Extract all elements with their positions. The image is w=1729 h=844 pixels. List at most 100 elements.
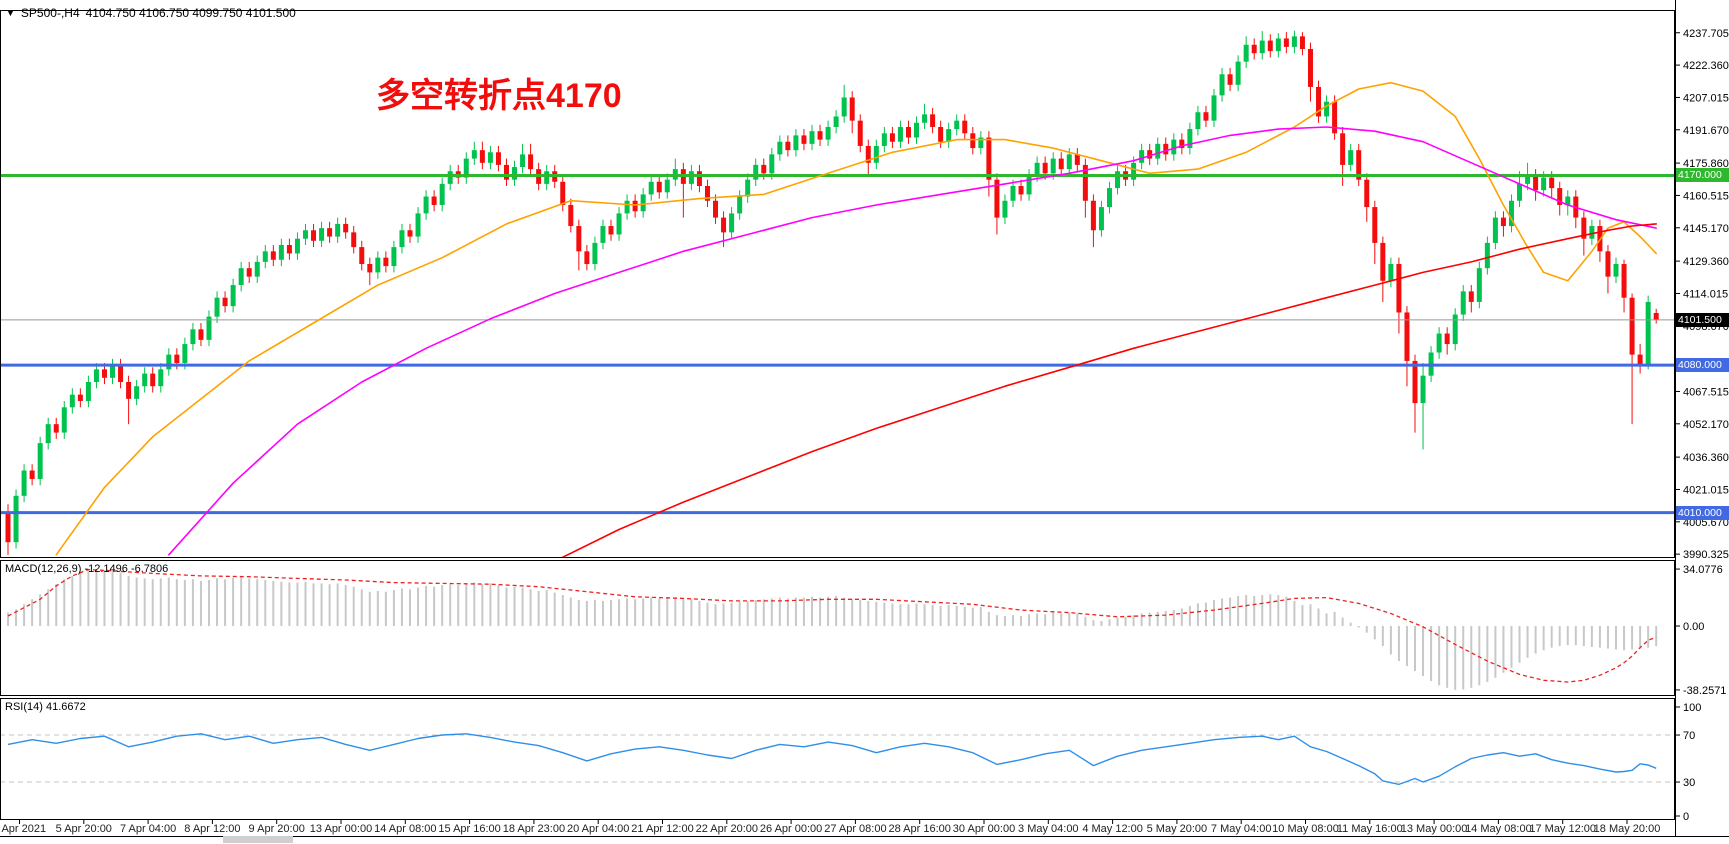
candle-body xyxy=(343,223,349,233)
candle-body xyxy=(471,150,477,159)
candle-body xyxy=(1372,207,1378,243)
candle-body xyxy=(761,164,767,174)
macd-signal-line xyxy=(7,568,1657,683)
candle-body xyxy=(528,154,534,170)
candle-body xyxy=(721,217,727,233)
candle-body xyxy=(101,369,107,378)
candle-body xyxy=(415,213,421,237)
candle-body xyxy=(1155,143,1161,159)
main-pane-border xyxy=(0,10,1675,558)
rsi-tick-label: 0 xyxy=(1683,811,1689,823)
rsi-indicator-label: RSI(14) 41.6672 xyxy=(5,701,86,713)
candle-body xyxy=(351,232,357,248)
candle-body xyxy=(1115,171,1121,189)
candle-body xyxy=(1291,36,1297,47)
price-axis[interactable]: 4237.705 4222.360 4207.015 4191.670 4175.860… xyxy=(1675,28,1729,823)
candle-body xyxy=(1605,251,1611,277)
rsi-tick-label: 30 xyxy=(1683,777,1695,789)
candle-body xyxy=(512,167,518,180)
candle-body xyxy=(1090,200,1096,231)
candle-body xyxy=(1557,188,1563,205)
ma-mid-magenta xyxy=(168,126,1657,556)
macd-tick-label: 34.0776 xyxy=(1683,564,1723,576)
candle-body xyxy=(696,171,702,186)
time-label: 26 Apr 00:00 xyxy=(760,823,822,835)
price-tick-label: 4237.705 xyxy=(1683,28,1729,40)
candle-body xyxy=(463,158,469,178)
price-tick-label: 3990.325 xyxy=(1683,549,1729,561)
candle-body xyxy=(608,226,614,235)
price-tick-label: 4175.860 xyxy=(1683,158,1729,170)
price-tick-label: 4067.515 xyxy=(1683,386,1729,398)
candle-body xyxy=(994,179,1000,218)
candle-body xyxy=(166,354,172,370)
candle-body xyxy=(1203,112,1209,121)
candle-body xyxy=(1565,196,1571,205)
candle-body xyxy=(1106,188,1112,208)
candle-body xyxy=(576,226,582,252)
candle-body xyxy=(560,181,566,205)
candle-body xyxy=(1340,133,1346,165)
time-label: 14 Apr 08:00 xyxy=(374,823,436,835)
candle-body xyxy=(222,297,228,307)
time-label: 21 Apr 12:00 xyxy=(631,823,693,835)
candle-body xyxy=(1332,101,1338,134)
candle-body xyxy=(375,257,381,273)
candle-body xyxy=(1500,217,1506,227)
main-pane xyxy=(1,30,1674,557)
price-badge-4101.500: 4101.500 xyxy=(1676,313,1729,327)
macd-pane-border xyxy=(0,560,1675,696)
rsi-tick-label: 100 xyxy=(1683,702,1701,714)
candle-body xyxy=(520,154,526,168)
candle-body xyxy=(688,171,694,184)
candle-body xyxy=(238,268,244,286)
candle-body xyxy=(447,171,453,184)
symbol-dropdown-icon[interactable]: ▼ xyxy=(6,8,15,18)
candle-body xyxy=(439,183,445,205)
candle-body xyxy=(817,131,823,140)
price-tick-label: 4191.670 xyxy=(1683,125,1729,137)
price-tick-label: 4160.515 xyxy=(1683,190,1729,202)
candle-body xyxy=(21,470,27,496)
candle-body xyxy=(946,129,952,142)
time-label: 5 Apr 20:00 xyxy=(56,823,112,835)
candle-body xyxy=(1412,360,1418,404)
candle-body xyxy=(391,247,397,267)
candle-body xyxy=(93,369,99,383)
candle-body xyxy=(897,126,903,142)
candle-body xyxy=(367,263,373,273)
candle-body xyxy=(53,424,59,433)
time-label: 15 Apr 16:00 xyxy=(438,823,500,835)
candle-body xyxy=(1002,200,1008,218)
candle-body xyxy=(61,407,67,433)
candle-body xyxy=(399,230,405,248)
candle-body xyxy=(142,373,148,387)
candle-body xyxy=(1283,38,1289,47)
time-label: 18 Apr 23:00 xyxy=(503,823,565,835)
bottom-strip-gap[interactable] xyxy=(223,836,293,843)
candle-body xyxy=(713,200,719,218)
candle-body xyxy=(970,133,976,149)
candle-body xyxy=(809,131,815,144)
candle-body xyxy=(85,382,91,401)
candle-body xyxy=(1444,333,1450,345)
candle-body xyxy=(1211,95,1217,121)
time-label: 10 May 08:00 xyxy=(1272,823,1339,835)
candles xyxy=(5,30,1659,555)
candle-body xyxy=(1299,36,1305,49)
candle-body xyxy=(648,181,654,195)
candle-body xyxy=(1380,242,1386,281)
candle-body xyxy=(1420,375,1426,404)
candle-body xyxy=(833,116,839,127)
time-axis[interactable]: 1 Apr 2021 5 Apr 20:00 7 Apr 04:00 8 Apr 12… xyxy=(0,820,1660,835)
candle-body xyxy=(423,196,429,214)
macd-indicator-label: MACD(12,26,9) -12.1496 -6.7806 xyxy=(5,563,169,575)
candle-body xyxy=(849,97,855,121)
candle-body xyxy=(930,114,936,127)
price-tick-label: 4207.015 xyxy=(1683,92,1729,104)
time-label: 27 Apr 08:00 xyxy=(824,823,886,835)
candle-body xyxy=(1396,263,1402,313)
candle-body xyxy=(1589,226,1595,239)
